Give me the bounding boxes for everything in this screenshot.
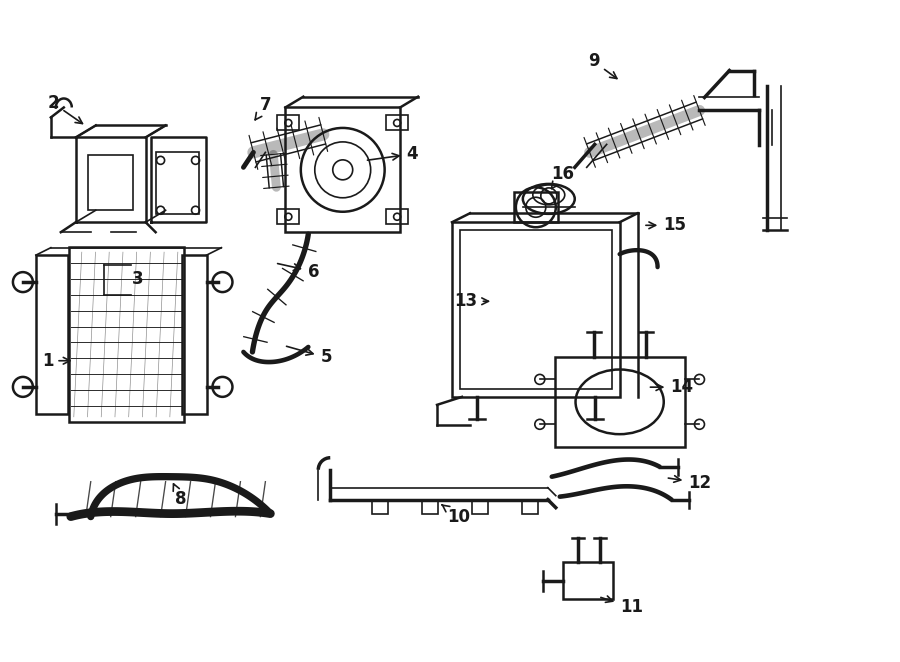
Bar (156, 152, 199, 214)
Bar (452, 222, 619, 397)
Text: 4: 4 (367, 145, 419, 163)
Text: 11: 11 (601, 596, 643, 616)
Bar (277, 209, 300, 224)
Text: 6: 6 (277, 263, 320, 281)
Bar (460, 230, 612, 389)
Text: 5: 5 (286, 346, 332, 367)
Text: 13: 13 (454, 292, 489, 310)
Text: 9: 9 (588, 52, 617, 79)
Text: 10: 10 (442, 505, 471, 526)
Text: 14: 14 (651, 378, 693, 396)
Bar (277, 115, 300, 130)
Bar (386, 115, 408, 130)
Text: 12: 12 (669, 474, 711, 492)
Bar (373, 500, 388, 514)
Bar (36, 255, 68, 414)
Bar (472, 500, 488, 514)
Text: 8: 8 (173, 484, 186, 508)
Bar (514, 192, 558, 222)
Bar (68, 247, 184, 422)
Bar (182, 255, 206, 414)
Bar (422, 500, 438, 514)
Bar (386, 209, 408, 224)
Text: 7: 7 (255, 96, 272, 120)
Text: 2: 2 (47, 94, 83, 124)
Bar (88, 156, 132, 211)
Text: 15: 15 (646, 216, 686, 234)
Text: 3: 3 (131, 271, 143, 289)
Text: 16: 16 (551, 165, 574, 189)
Bar (554, 357, 685, 447)
Bar (522, 500, 538, 514)
Text: 1: 1 (42, 352, 70, 370)
Bar (285, 107, 400, 232)
Bar (562, 561, 613, 599)
